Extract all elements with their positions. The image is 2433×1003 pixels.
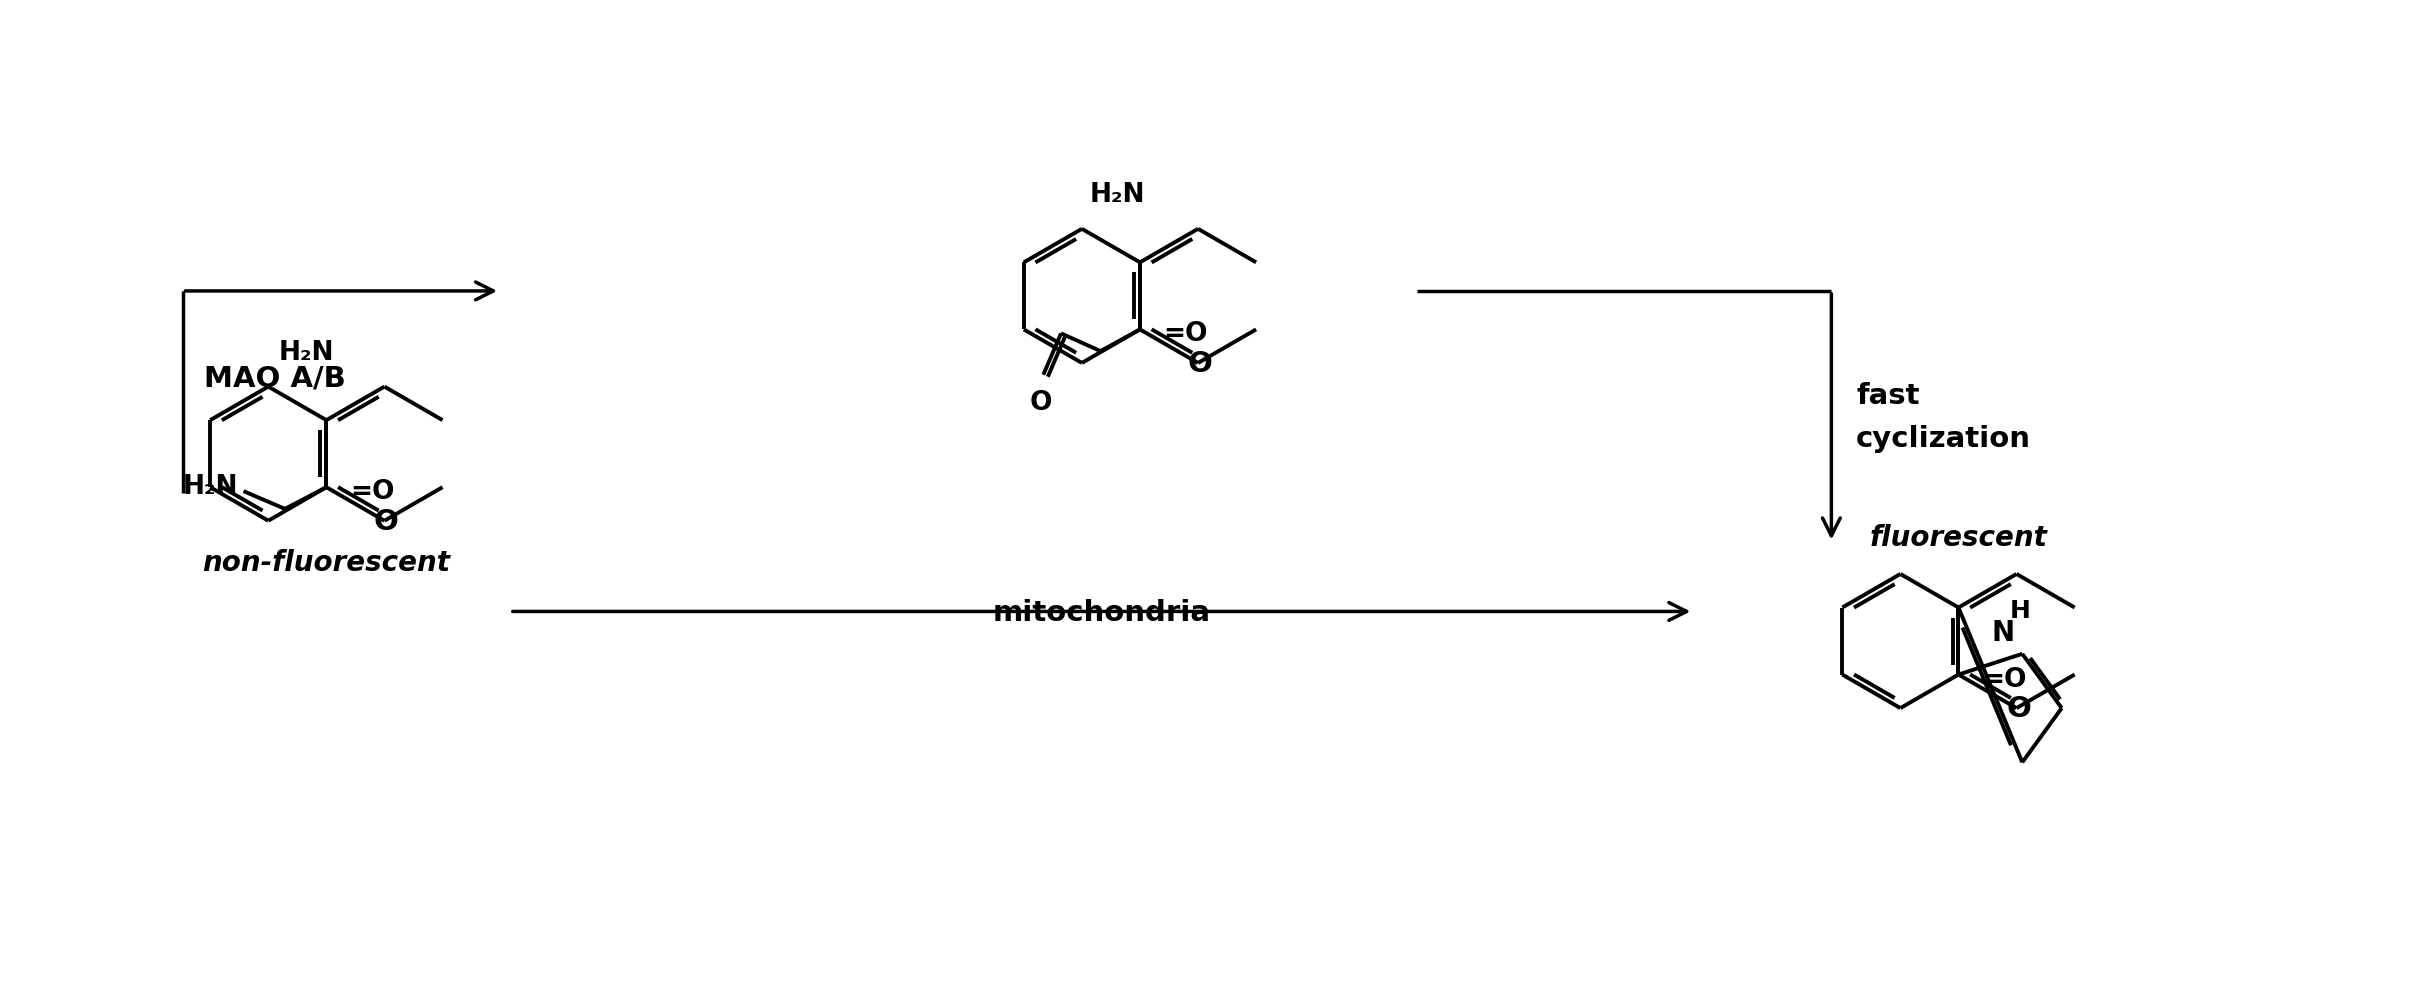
Text: fluorescent: fluorescent: [1869, 524, 2049, 551]
Text: O: O: [375, 508, 399, 536]
Text: non-fluorescent: non-fluorescent: [202, 549, 450, 577]
Text: MAO A/B: MAO A/B: [204, 364, 345, 392]
Text: O: O: [2007, 694, 2032, 722]
Text: H: H: [2010, 599, 2032, 623]
Text: =O: =O: [350, 478, 394, 505]
Text: H₂N: H₂N: [1090, 182, 1146, 208]
Text: H₂N: H₂N: [277, 340, 333, 365]
Text: =O: =O: [1983, 666, 2027, 692]
Text: H₂N: H₂N: [182, 473, 238, 499]
Text: cyclization: cyclization: [1856, 425, 2032, 453]
Text: mitochondria: mitochondria: [993, 599, 1212, 627]
Text: fast: fast: [1856, 381, 1920, 409]
Text: N: N: [1990, 618, 2015, 646]
Text: O: O: [1187, 350, 1212, 377]
Text: =O: =O: [1163, 321, 1209, 347]
Text: O: O: [1029, 389, 1053, 415]
